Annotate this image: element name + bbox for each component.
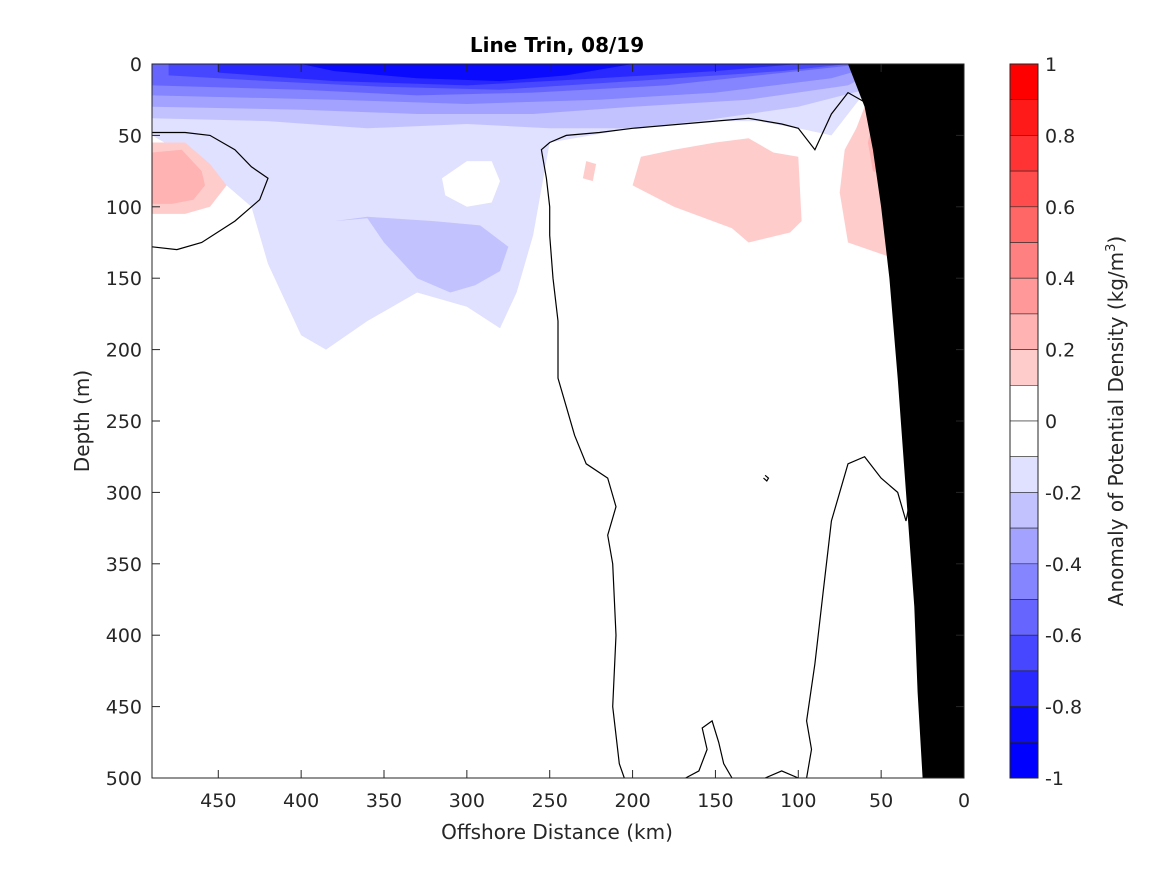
colorbar-tick-label: 0 <box>1045 411 1057 433</box>
contour-left <box>152 131 269 251</box>
x-tick-label: 350 <box>366 790 402 812</box>
y-tick-label: 500 <box>106 768 142 790</box>
colorbar-level <box>1009 313 1039 350</box>
colorbar-tick-label: -1 <box>1045 768 1064 790</box>
y-tick-label: 400 <box>106 625 142 647</box>
y-tick-label: 250 <box>106 411 142 433</box>
colorbar-level <box>1009 170 1039 208</box>
colorbar-level <box>1009 492 1039 529</box>
colorbar-title: Anomaly of Potential Density (kg/m3) <box>1104 236 1128 606</box>
colorbar-level <box>1009 206 1039 243</box>
colorbar: 1 0.8 0.6 0.4 0.2 0 -0.2 -0.4 -0.6 -0.8 -1 <box>1009 54 1082 790</box>
colorbar-tick-label: 0.6 <box>1045 197 1075 219</box>
y-axis: 0 50 100 150 200 250 300 350 400 450 500 <box>106 54 964 790</box>
colorbar-level <box>1009 634 1039 672</box>
x-tick-label: 250 <box>532 790 568 812</box>
contour-notch <box>764 770 799 778</box>
colorbar-level <box>1009 563 1039 600</box>
region-pos-0.15-dot <box>582 161 597 182</box>
bathymetry-shelf <box>848 64 964 778</box>
colorbar-level <box>1009 706 1039 743</box>
contour-tiny <box>763 474 770 482</box>
colorbar-level <box>1009 670 1039 707</box>
colorbar-title-end: ) <box>1104 236 1128 244</box>
colorbar-tick-label: -0.4 <box>1045 554 1082 576</box>
x-tick-label: 50 <box>869 790 893 812</box>
y-tick-label: 150 <box>106 268 142 290</box>
colorbar-level <box>1009 349 1039 386</box>
colorbar-tick-label: 0.2 <box>1045 340 1075 362</box>
colorbar-tick-label: 0.8 <box>1045 125 1075 147</box>
colorbar-tick-label: -0.6 <box>1045 625 1082 647</box>
colorbar-level <box>1009 456 1039 493</box>
colorbar-level <box>1009 277 1039 315</box>
x-tick-label: 400 <box>283 790 319 812</box>
y-tick-label: 450 <box>106 697 142 719</box>
y-tick-label: 300 <box>106 482 142 504</box>
x-tick-label: 0 <box>958 790 970 812</box>
contour-main <box>540 70 964 778</box>
y-tick-label: 0 <box>130 54 142 76</box>
y-axis-title: Depth (m) <box>70 370 94 472</box>
y-tick-label: 350 <box>106 554 142 576</box>
y-tick-label: 100 <box>106 197 142 219</box>
colorbar-level <box>1009 242 1039 279</box>
colorbar-level <box>1009 420 1039 458</box>
colorbar-level <box>1009 527 1039 565</box>
bathymetry-layer <box>848 64 964 778</box>
colorbar-level <box>1009 63 1039 101</box>
colorbar-title-main: Anomaly of Potential Density (kg/m <box>1104 252 1128 606</box>
region-neg-0.25-patch <box>334 216 509 293</box>
x-tick-label: 450 <box>200 790 236 812</box>
y-tick-label: 50 <box>118 125 142 147</box>
colorbar-level <box>1009 599 1039 636</box>
colorbar-level <box>1009 99 1039 136</box>
colorbar-frame <box>1009 63 1039 779</box>
colorbar-tick-label: 0.4 <box>1045 268 1075 290</box>
colorbar-title-superscript: 3 <box>1104 244 1119 252</box>
colorbar-tick-label: 1 <box>1045 54 1057 76</box>
region-pos-0.25-left <box>152 149 205 204</box>
region-pos-0.15-mid <box>632 138 802 243</box>
colorbar-tick-label: -0.8 <box>1045 697 1082 719</box>
region-white-hole <box>442 161 500 207</box>
colorbar-level <box>1009 135 1039 172</box>
x-tick-label: 150 <box>697 790 733 812</box>
colorbar-tick-label: -0.2 <box>1045 482 1082 504</box>
colorbar-level <box>1009 741 1039 779</box>
region-neg-0.15-broad <box>152 64 964 350</box>
x-tick-label: 100 <box>780 790 816 812</box>
y-tick-label: 200 <box>106 340 142 362</box>
chart-title: Line Trin, 08/19 <box>470 33 644 57</box>
x-axis: 450 400 350 300 250 200 150 100 50 0 <box>200 64 970 812</box>
colorbar-level <box>1009 384 1039 422</box>
x-tick-label: 200 <box>614 790 650 812</box>
x-tick-label: 300 <box>449 790 485 812</box>
contour-spike <box>685 719 733 778</box>
x-axis-title: Offshore Distance (km) <box>441 820 673 844</box>
